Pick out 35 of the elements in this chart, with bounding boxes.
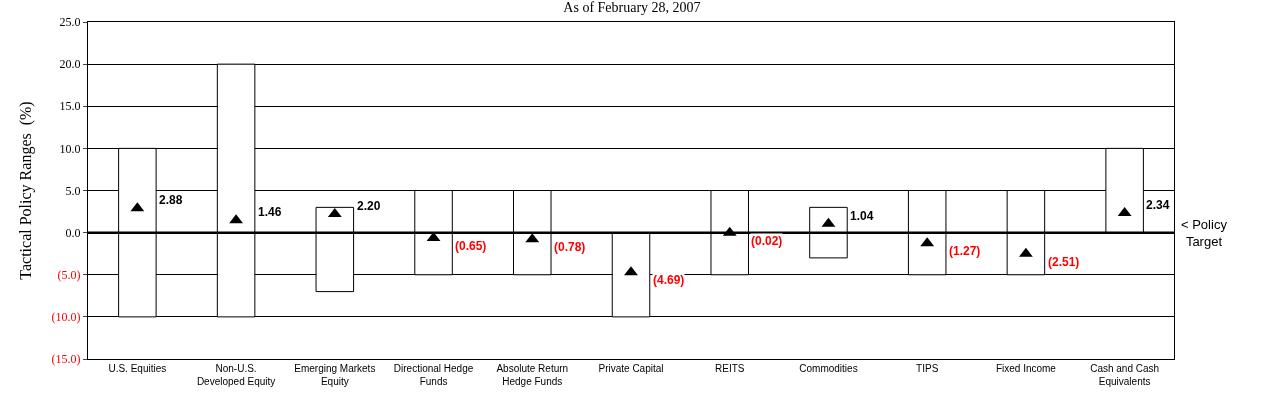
y-tick-label: (10.0) [51, 310, 81, 325]
y-tick-label: 5.0 [65, 183, 81, 198]
y-tick-label: 0.0 [65, 225, 81, 240]
data-label: (2.51) [1048, 255, 1080, 269]
y-tick-label: 25.0 [59, 15, 81, 30]
x-tick-label: Commodities [799, 363, 858, 374]
data-label: 2.88 [159, 193, 183, 207]
y-tick-label: 15.0 [59, 99, 81, 114]
x-tick-label: Private Capital [598, 363, 664, 374]
x-tick-label: Emerging Markets Equity [294, 363, 376, 387]
data-label: (0.65) [455, 239, 487, 253]
data-label: (4.69) [653, 273, 685, 287]
data-label: 1.46 [258, 205, 282, 219]
data-label: 2.20 [357, 199, 381, 213]
data-label: (0.02) [751, 234, 783, 248]
data-label: 1.04 [850, 209, 874, 223]
x-tick-label: Fixed Income [995, 363, 1057, 374]
x-tick-label: REITS [715, 363, 745, 374]
chart-title: As of February 28, 2007 [563, 0, 701, 15]
data-label: (0.78) [554, 240, 586, 254]
x-tick-label: Cash and Cash Equivalents [1090, 363, 1160, 387]
ref-line-label: < Policy Target [1181, 217, 1228, 249]
y-tick-label: (5.0) [57, 267, 81, 282]
x-tick-label: Non-U.S. Developed Equity [196, 363, 276, 387]
y-axis-title: Tactical Policy Ranges (%) [17, 101, 36, 280]
x-tick-label: TIPS [916, 363, 939, 374]
x-tick-label: Directional Hedge Funds [393, 363, 474, 387]
x-tick-label: Absolute Return Hedge Funds [496, 363, 569, 387]
point [624, 266, 638, 276]
data-label: 2.34 [1146, 198, 1170, 212]
y-tick-label: (15.0) [51, 352, 81, 367]
data-label: (1.27) [949, 244, 981, 258]
y-tick-label: 10.0 [59, 141, 81, 156]
y-tick-label: 20.0 [59, 57, 81, 72]
x-tick-label: U.S. Equities [108, 363, 167, 374]
